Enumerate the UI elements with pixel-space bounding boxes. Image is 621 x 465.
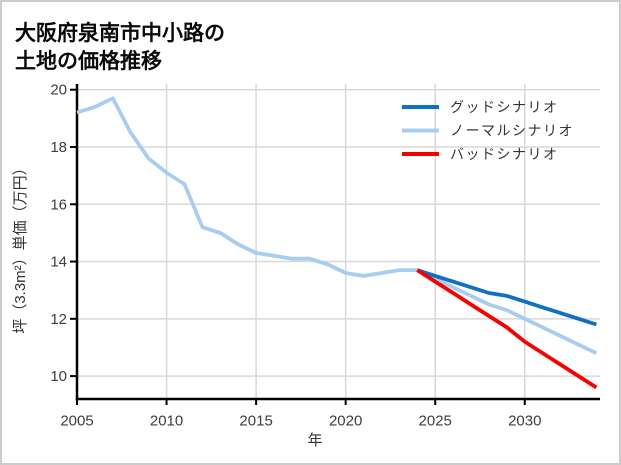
legend-label-normal: ノーマルシナリオ — [450, 123, 574, 139]
legend-item-normal: ノーマルシナリオ — [402, 123, 574, 139]
y-tick-label-16: 16 — [50, 196, 67, 213]
y-tick-label-18: 18 — [50, 139, 67, 156]
x-tick-label-2015: 2015 — [239, 412, 272, 429]
chart-title-line2: 土地の価格推移 — [15, 49, 162, 73]
axis-layer: 2005 2010 2015 2020 2025 2030 10 12 14 16 18 20 — [50, 82, 600, 429]
y-axis-label: 坪（3.3m²）単価（万円） — [12, 160, 29, 333]
x-tick-label-2010: 2010 — [150, 412, 183, 429]
series-line-bad — [416, 268, 598, 390]
y-tick-label-10: 10 — [50, 368, 67, 385]
x-axis-label: 年 — [307, 432, 322, 449]
legend-label-bad: バッドシナリオ — [450, 146, 559, 162]
series-line-history — [76, 96, 418, 278]
x-tick-label-2005: 2005 — [60, 412, 93, 429]
series-line-normal — [416, 268, 598, 355]
series-layer — [76, 96, 598, 390]
chart-title-line1: 大阪府泉南市中小路の — [15, 21, 225, 45]
x-tick-label-2020: 2020 — [329, 412, 362, 429]
y-tick-label-12: 12 — [50, 311, 67, 328]
x-tick-label-2025: 2025 — [419, 412, 452, 429]
legend-label-good: グッドシナリオ — [450, 99, 559, 115]
y-tick-label-20: 20 — [50, 82, 67, 99]
x-tick-label-2030: 2030 — [508, 412, 541, 429]
y-tick-label-14: 14 — [50, 254, 67, 271]
grid-layer — [77, 84, 600, 399]
series-line-good — [416, 268, 597, 327]
legend-item-good: グッドシナリオ — [402, 99, 559, 115]
legend-item-bad: バッドシナリオ — [402, 146, 559, 162]
